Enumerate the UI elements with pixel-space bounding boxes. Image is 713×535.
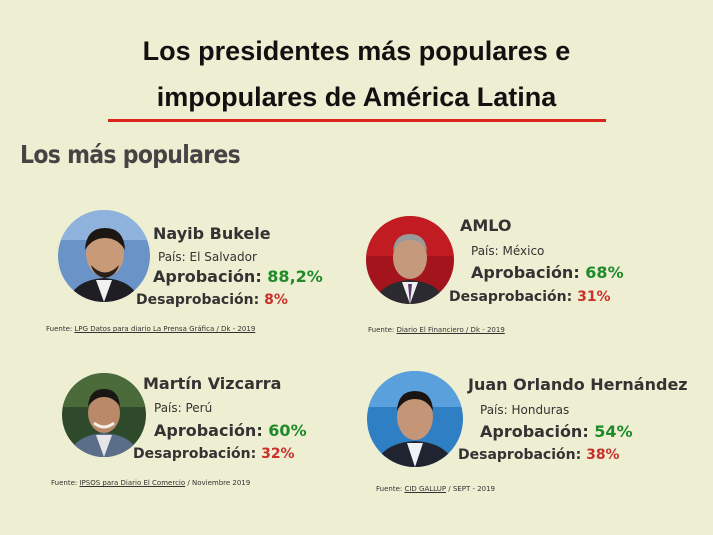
president-country: País: El Salvador (158, 250, 257, 264)
source-suffix: / Noviembre 2019 (185, 479, 251, 487)
disapproval-row: Desaprobación: 32% (133, 446, 295, 462)
disapproval-value: 38% (586, 447, 620, 463)
title-underline (108, 119, 606, 122)
avatar-president-4 (367, 371, 463, 467)
president-country: País: Perú (154, 401, 213, 415)
source-link[interactable]: LPG Datos para diario La Prensa Gráfica … (74, 325, 256, 333)
approval-label: Aprobación: (480, 422, 589, 441)
avatar-president-2 (366, 216, 454, 304)
approval-value: 54% (594, 422, 633, 441)
president-name: Juan Orlando Hernández (468, 375, 688, 394)
source-prefix: Fuente: (376, 485, 403, 493)
source-suffix: / SEPT - 2019 (446, 485, 496, 493)
disapproval-label: Desaprobación: (136, 292, 260, 308)
avatar-president-1 (58, 210, 150, 302)
source-link[interactable]: CID GALLUP (404, 485, 447, 493)
title-line-2: impopulares de América Latina (156, 82, 557, 112)
president-name: Martín Vizcarra (143, 374, 282, 393)
approval-row: Aprobación: 88,2% (153, 267, 323, 286)
approval-label: Aprobación: (153, 267, 262, 286)
president-name: AMLO (460, 216, 512, 235)
approval-value: 68% (585, 263, 624, 282)
approval-row: Aprobación: 54% (480, 422, 633, 441)
disapproval-label: Desaprobación: (133, 446, 257, 462)
approval-value: 88,2% (267, 267, 323, 286)
source-prefix: Fuente: (46, 325, 73, 333)
disapproval-row: Desaprobación: 31% (449, 289, 611, 305)
approval-value: 60% (268, 421, 307, 440)
approval-label: Aprobación: (154, 421, 263, 440)
approval-label: Aprobación: (471, 263, 580, 282)
source-prefix: Fuente: (368, 326, 395, 334)
approval-row: Aprobación: 60% (154, 421, 307, 440)
page-title: Los presidentes más populares e impopula… (0, 28, 713, 120)
source-link[interactable]: IPSOS para Diario El Comercio (79, 479, 186, 487)
president-country: País: Honduras (480, 403, 570, 417)
section-heading: Los más populares (20, 140, 241, 169)
disapproval-label: Desaprobación: (449, 289, 573, 305)
source-note-4: Fuente: CID GALLUP / SEPT - 2019 (376, 485, 495, 493)
source-link[interactable]: Diario El Financiero / Dk - 2019 (396, 326, 505, 334)
title-line-1: Los presidentes más populares e (142, 36, 571, 66)
source-note-2: Fuente: Diario El Financiero / Dk - 2019 (368, 326, 505, 334)
president-country: País: México (471, 244, 545, 258)
disapproval-row: Desaprobación: 8% (136, 292, 288, 308)
source-prefix: Fuente: (51, 479, 78, 487)
disapproval-row: Desaprobación: 38% (458, 447, 620, 463)
source-note-3: Fuente: IPSOS para Diario El Comercio / … (51, 479, 250, 487)
disapproval-value: 32% (261, 446, 295, 462)
approval-row: Aprobación: 68% (471, 263, 624, 282)
disapproval-label: Desaprobación: (458, 447, 582, 463)
disapproval-value: 8% (264, 292, 288, 308)
avatar-president-3 (62, 373, 146, 457)
source-note-1: Fuente: LPG Datos para diario La Prensa … (46, 325, 255, 333)
president-name: Nayib Bukele (153, 224, 271, 243)
disapproval-value: 31% (577, 289, 611, 305)
